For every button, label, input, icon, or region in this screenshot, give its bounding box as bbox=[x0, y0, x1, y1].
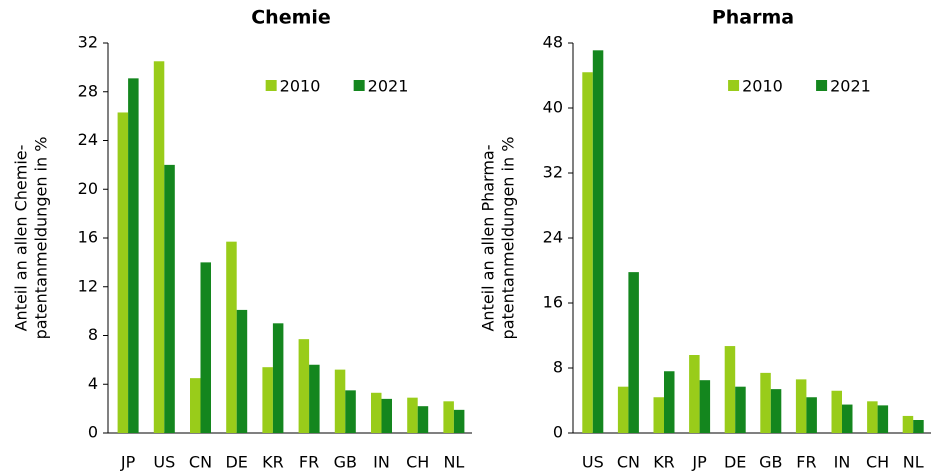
y-tick-label: 12 bbox=[78, 276, 98, 295]
bar bbox=[867, 401, 878, 433]
legend-label: 2021 bbox=[830, 77, 871, 96]
y-tick-label: 48 bbox=[543, 33, 563, 52]
bar bbox=[689, 355, 700, 433]
x-tick-label: IN bbox=[373, 453, 390, 472]
x-tick-label: JP bbox=[120, 453, 136, 472]
y-tick-label: 0 bbox=[88, 423, 98, 442]
bar bbox=[164, 164, 175, 433]
x-tick-label: DE bbox=[724, 453, 746, 472]
bar bbox=[200, 262, 211, 433]
y-tick-label: 16 bbox=[78, 228, 98, 247]
y-tick-label: 0 bbox=[553, 423, 563, 442]
y-tick-label: 32 bbox=[543, 163, 563, 182]
x-tick-label: GB bbox=[334, 453, 357, 472]
bar bbox=[795, 379, 807, 433]
y-tick-label: 24 bbox=[543, 228, 563, 247]
bar bbox=[117, 112, 129, 433]
y-tick-label: 8 bbox=[88, 325, 98, 344]
legend-swatch bbox=[353, 80, 365, 91]
x-tick-label: CH bbox=[866, 453, 889, 472]
x-tick-label: CH bbox=[406, 453, 429, 472]
bar bbox=[417, 406, 429, 433]
y-tick-label: 20 bbox=[78, 179, 98, 198]
x-tick-label: KR bbox=[262, 453, 284, 472]
legend-swatch bbox=[728, 80, 740, 91]
x-tick-label: NL bbox=[903, 453, 924, 472]
x-tick-label: US bbox=[153, 453, 175, 472]
y-tick-label: 4 bbox=[88, 374, 98, 393]
y-axis-label: patentanmeldungen in % bbox=[32, 137, 51, 340]
bar bbox=[226, 241, 237, 433]
legend-label: 2021 bbox=[368, 77, 409, 96]
chart-title: Pharma bbox=[712, 7, 794, 29]
bar bbox=[236, 309, 248, 433]
bar bbox=[831, 390, 842, 433]
bar bbox=[407, 397, 418, 433]
y-axis-label: Anteil an allen Chemie- bbox=[12, 145, 31, 332]
y-tick-label: 28 bbox=[78, 81, 98, 100]
legend-label: 2010 bbox=[280, 77, 321, 96]
bar bbox=[371, 392, 382, 433]
bar bbox=[592, 50, 604, 433]
x-tick-label: FR bbox=[796, 453, 816, 472]
bar bbox=[760, 372, 771, 433]
bar bbox=[334, 369, 346, 433]
bar bbox=[913, 420, 924, 433]
bar bbox=[128, 78, 139, 433]
bar bbox=[443, 401, 454, 433]
bar bbox=[345, 390, 356, 433]
bar bbox=[381, 398, 392, 433]
x-tick-label: GB bbox=[759, 453, 782, 472]
y-tick-label: 32 bbox=[78, 33, 98, 52]
bar bbox=[770, 389, 782, 433]
bar bbox=[724, 346, 736, 433]
bar bbox=[153, 61, 165, 433]
y-axis-label: patentanmeldungen in % bbox=[499, 137, 518, 340]
x-tick-label: CN bbox=[189, 453, 212, 472]
chart-title: Chemie bbox=[251, 7, 331, 29]
x-tick-label: US bbox=[582, 453, 604, 472]
bar bbox=[902, 415, 914, 433]
legend-label: 2010 bbox=[742, 77, 783, 96]
bar bbox=[877, 405, 889, 433]
bar bbox=[617, 386, 629, 433]
legend-swatch bbox=[265, 80, 277, 91]
bar bbox=[842, 404, 853, 433]
bar bbox=[735, 386, 746, 433]
y-axis-label: Anteil an allen Pharma- bbox=[479, 144, 498, 331]
x-tick-label: KR bbox=[653, 453, 675, 472]
bar bbox=[190, 378, 201, 433]
bar bbox=[262, 367, 273, 433]
legend-swatch bbox=[816, 80, 828, 91]
bar bbox=[272, 323, 284, 433]
x-tick-label: DE bbox=[225, 453, 247, 472]
bar bbox=[298, 339, 310, 433]
bar bbox=[806, 397, 817, 433]
bar bbox=[699, 380, 711, 433]
x-tick-label: FR bbox=[299, 453, 319, 472]
x-tick-label: JP bbox=[691, 453, 707, 472]
x-tick-label: IN bbox=[834, 453, 851, 472]
bar bbox=[582, 72, 593, 433]
bar bbox=[309, 364, 320, 433]
x-tick-label: NL bbox=[443, 453, 464, 472]
x-tick-label: CN bbox=[617, 453, 640, 472]
y-tick-label: 8 bbox=[553, 358, 563, 377]
y-tick-label: 16 bbox=[543, 293, 563, 312]
bar bbox=[453, 409, 465, 433]
bar bbox=[628, 272, 639, 433]
y-tick-label: 24 bbox=[78, 130, 98, 149]
y-tick-label: 40 bbox=[543, 98, 563, 117]
bar bbox=[664, 371, 675, 433]
bar bbox=[653, 397, 664, 433]
